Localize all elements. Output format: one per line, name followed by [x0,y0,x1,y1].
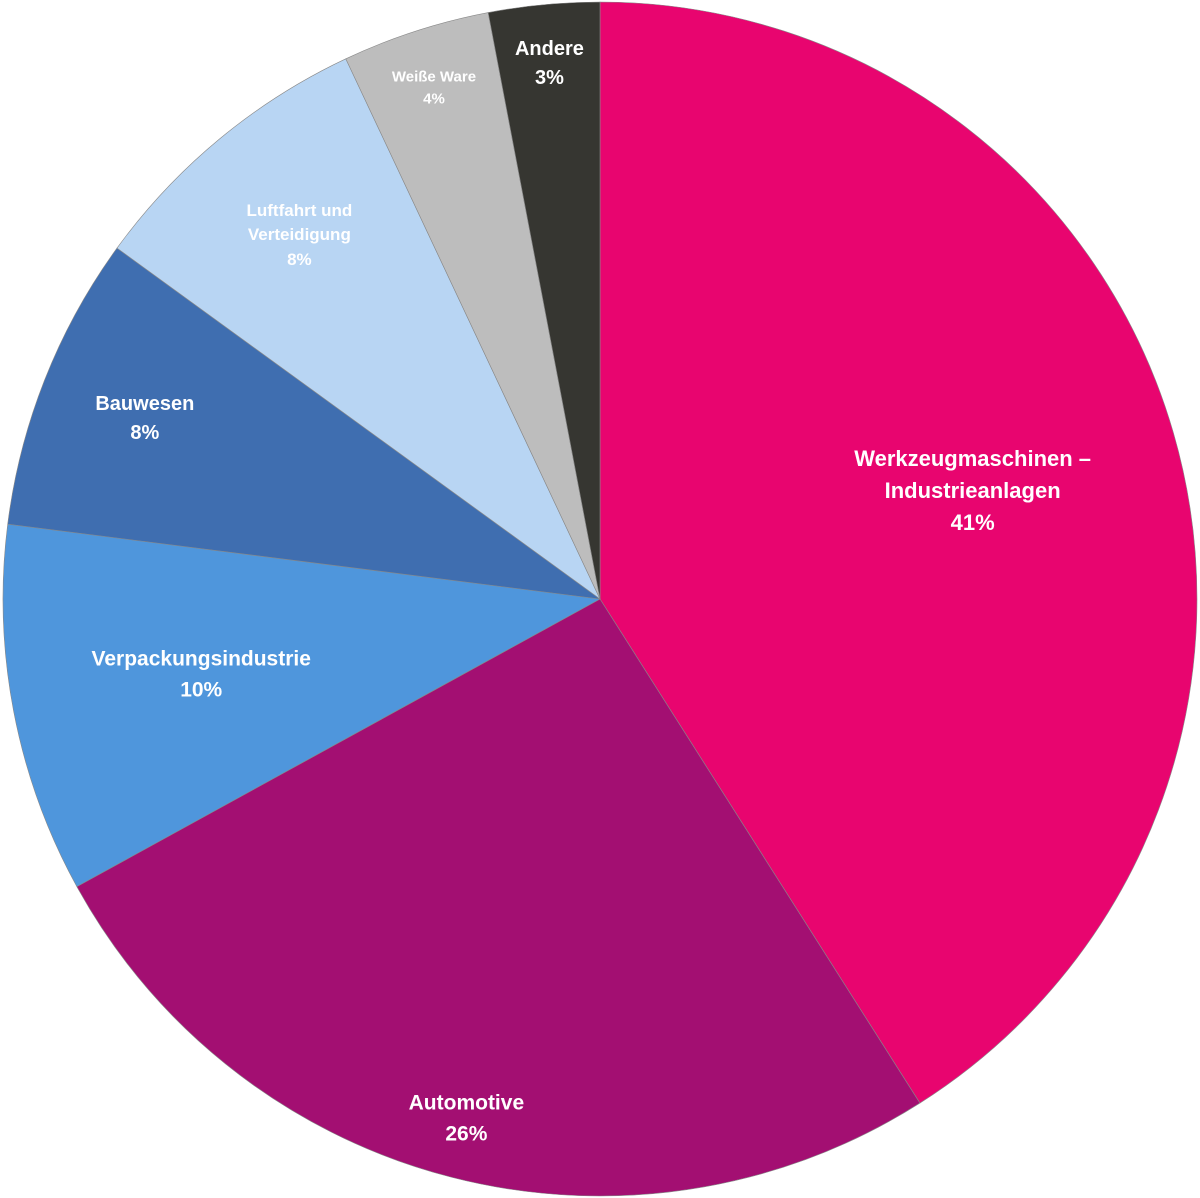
pie-slice [487,1,601,600]
category-label: Weiße Ware [391,68,477,86]
category-label: Automotive [408,1091,525,1115]
value-label: 4% [423,89,445,107]
slice-label: Andere 3% [489,35,609,93]
pie-slice [116,58,601,600]
value-label: 41% [950,509,995,535]
slice-label: Verpackungsindustrie 10% [21,645,381,706]
category-label: Verpackungsindustrie [91,647,311,671]
slice-label: Automotive 26% [316,1089,616,1150]
pie-slice [599,1,1198,1104]
pie-slice [7,247,601,600]
value-label: 10% [180,678,223,702]
slice-label: Bauwesen 8% [45,390,245,448]
slice-label: Werkzeugmaschinen – Industrieanlagen 41% [803,443,1143,539]
value-label: 8% [287,249,312,269]
pie-slice [76,598,921,1197]
value-label: 3% [534,67,564,90]
value-label: 8% [130,421,160,444]
category-label: Luftfahrt und Verteidigung [246,200,353,245]
category-label: Bauwesen [95,392,195,415]
slice-label: Weiße Ware 4% [354,66,514,110]
category-label: Andere [514,38,584,61]
category-label: Werkzeugmaschinen – Industrieanlagen [854,445,1092,503]
pie-slice [2,523,601,888]
slice-label: Luftfahrt und Verteidigung 8% [214,199,384,273]
value-label: 26% [445,1122,488,1146]
